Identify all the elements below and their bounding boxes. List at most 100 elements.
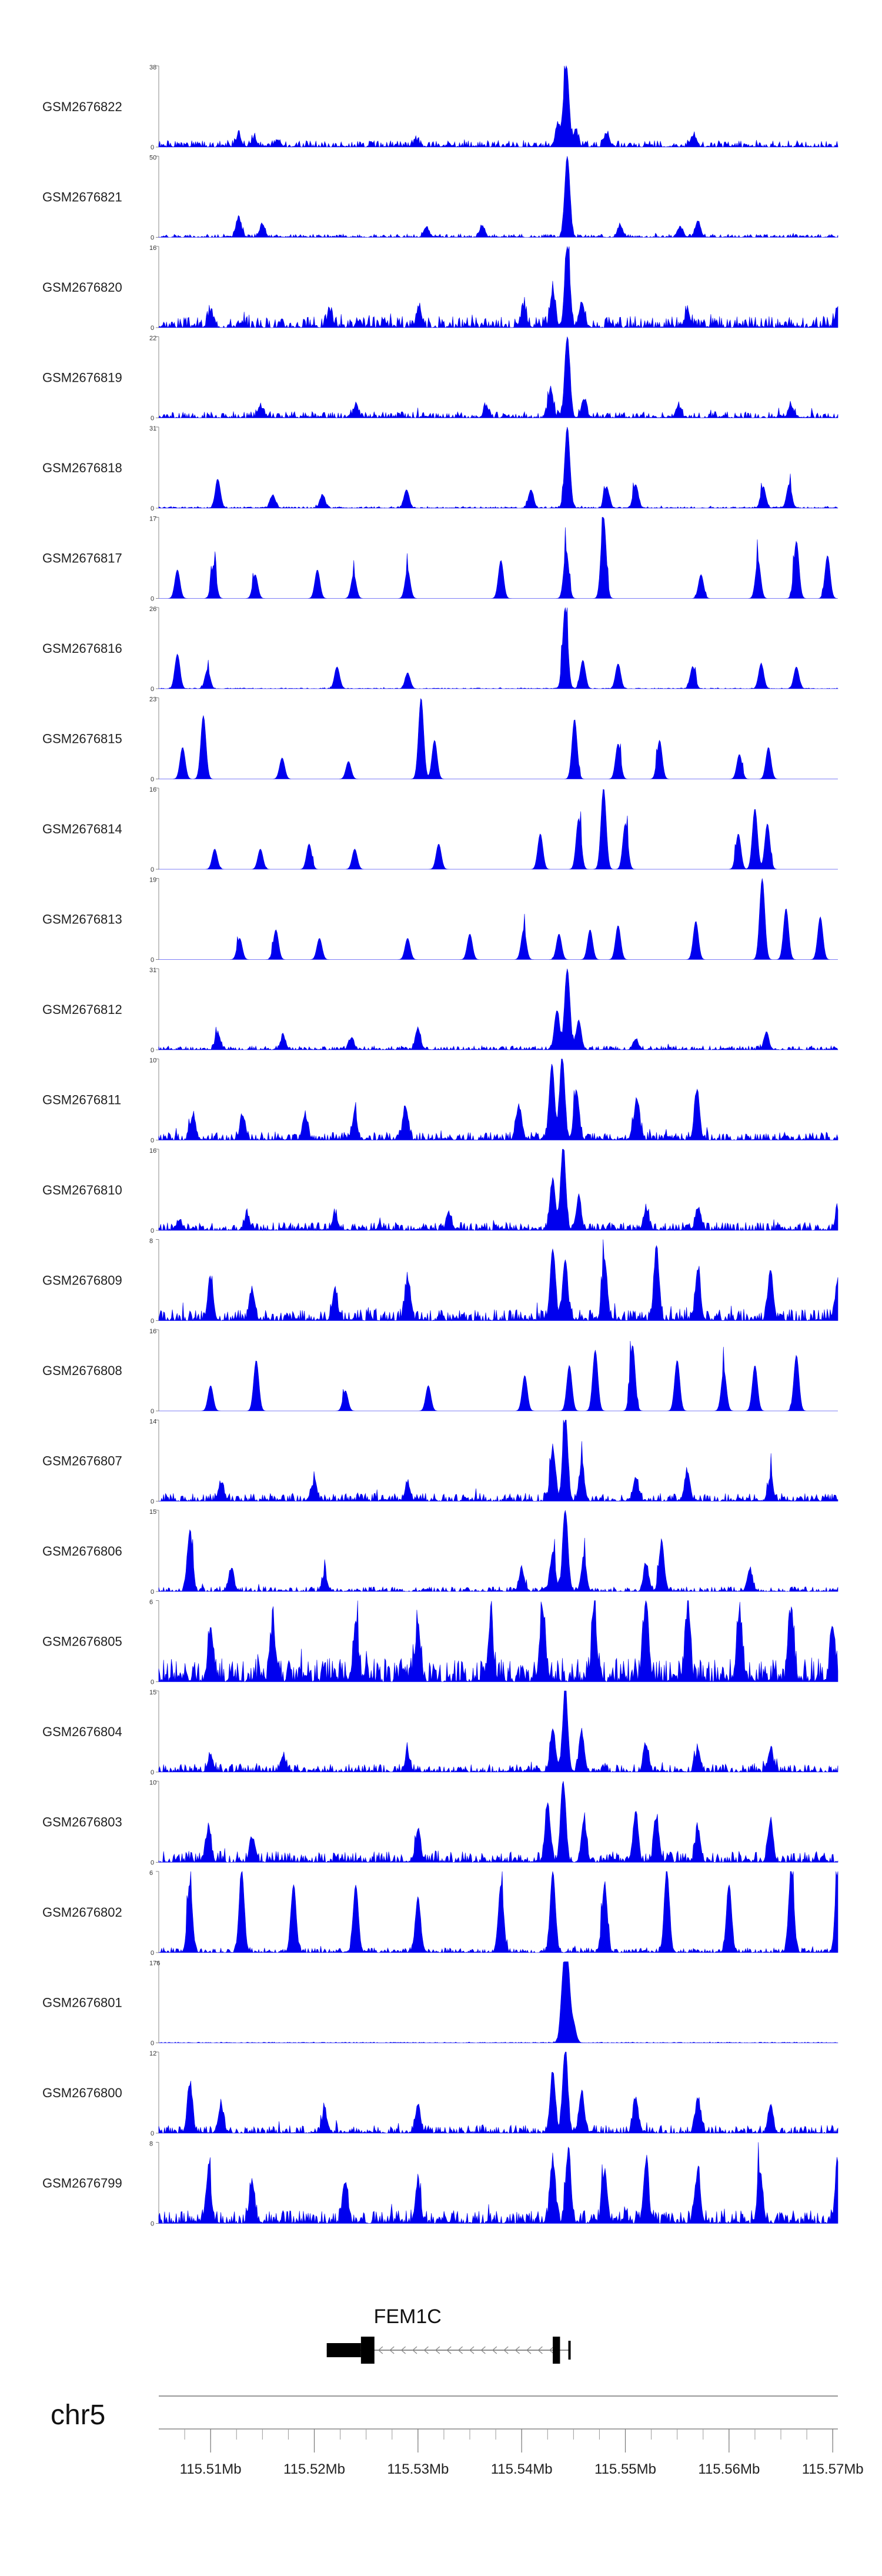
strand-chevron (423, 2346, 429, 2354)
track-label: GSM2676815 (42, 732, 122, 746)
track-label: GSM2676806 (42, 1544, 122, 1559)
track-label: GSM2676813 (42, 912, 122, 927)
chromosome-label: chr5 (51, 2400, 105, 2431)
y-max-label: 14 (149, 1419, 156, 1426)
track-label: GSM2676807 (42, 1454, 122, 1469)
coverage-area (158, 246, 838, 329)
y-max-label: 8 (149, 2141, 153, 2148)
track-GSM2676819: GSM2676819 22 0 (42, 335, 838, 422)
axis-tick-label: 115.51Mb (180, 2461, 242, 2477)
coverage-area (159, 878, 838, 960)
y-min-label: 0 (151, 1860, 154, 1867)
track-label: GSM2676801 (42, 1996, 122, 2010)
y-max-label: 16 (149, 1147, 156, 1154)
y-min-label: 0 (151, 686, 154, 693)
y-min-label: 0 (151, 1589, 154, 1596)
gene-exon (326, 2343, 361, 2357)
y-min-label: 0 (151, 1227, 154, 1234)
track-GSM2676810: GSM2676810 16 0 (42, 1147, 838, 1234)
y-max-label: 16 (149, 245, 156, 252)
coverage-area (158, 1239, 838, 1322)
coverage-area (159, 698, 838, 779)
gene-annotation-track: FEM1C (326, 2305, 571, 2364)
coverage-tracks: GSM2676822380GSM2676821500GSM2676820160G… (42, 64, 838, 2228)
track-label: GSM2676808 (42, 1363, 122, 1378)
coverage-area (158, 2142, 838, 2224)
y-max-label: 17 (149, 516, 156, 523)
y-min-label: 0 (151, 1408, 154, 1415)
axis-tick-label: 115.55Mb (594, 2461, 656, 2477)
strand-chevron (480, 2346, 486, 2354)
strand-chevron (537, 2346, 543, 2354)
strand-chevron (514, 2346, 520, 2354)
track-GSM2676800: GSM2676800 12 0 (42, 2050, 838, 2137)
track-GSM2676821: GSM2676821 50 0 (42, 155, 838, 242)
y-max-label: 26 (149, 606, 156, 613)
track-label: GSM2676805 (42, 1634, 122, 1649)
y-min-label: 0 (151, 866, 154, 873)
y-max-label: 6 (149, 1870, 153, 1877)
track-GSM2676803: GSM2676803 10 0 (42, 1780, 838, 1867)
track-GSM2676802: GSM2676802 6 0 (42, 1870, 838, 1957)
strand-chevron (389, 2346, 395, 2354)
track-GSM2676807: GSM2676807 14 0 (42, 1419, 838, 1506)
track-label: GSM2676821 (42, 190, 122, 205)
track-GSM2676814: GSM2676814 16 0 (42, 786, 838, 873)
y-max-label: 10 (149, 1057, 156, 1065)
y-max-label: 6 (149, 1599, 153, 1606)
y-max-label: 16 (149, 786, 156, 793)
y-min-label: 0 (151, 325, 154, 332)
track-GSM2676799: GSM2676799 8 0 (42, 2141, 838, 2228)
coverage-area (159, 1340, 838, 1412)
strand-chevron (549, 2346, 554, 2354)
coverage-area (158, 1961, 838, 2043)
y-min-label: 0 (151, 1047, 154, 1054)
coverage-area (158, 426, 838, 509)
track-label: GSM2676814 (42, 822, 122, 836)
strand-chevron (446, 2346, 452, 2354)
gene-exon (360, 2337, 375, 2364)
coverage-area (158, 1149, 838, 1232)
track-label: GSM2676817 (42, 551, 122, 566)
y-min-label: 0 (151, 776, 154, 783)
y-min-label: 0 (151, 235, 154, 242)
axis-tick-label: 115.56Mb (698, 2461, 760, 2477)
strand-chevron (457, 2346, 463, 2354)
coverage-area (158, 607, 838, 689)
track-GSM2676812: GSM2676812 31 0 (42, 967, 838, 1054)
track-GSM2676817: GSM2676817 17 0 (42, 516, 838, 603)
y-max-label: 15 (149, 1689, 156, 1696)
y-min-label: 0 (151, 1679, 154, 1686)
track-label: GSM2676816 (42, 641, 122, 656)
genome-axis: chr5 115.51Mb 115.52Mb 115.53Mb 115.54Mb 115… (51, 2395, 864, 2477)
track-GSM2676808: GSM2676808 16 0 (42, 1328, 838, 1415)
track-GSM2676822: GSM2676822 38 0 (42, 64, 838, 151)
strand-chevron (492, 2346, 497, 2354)
y-max-label: 10 (149, 1780, 156, 1787)
coverage-area (158, 1600, 838, 1683)
strand-chevron (412, 2346, 417, 2354)
y-min-label: 0 (151, 1318, 154, 1325)
y-max-label: 22 (149, 335, 156, 342)
track-GSM2676811: GSM2676811 10 0 (42, 1057, 838, 1144)
coverage-area (158, 1059, 838, 1141)
coverage-area (158, 2051, 838, 2134)
strand-chevron (503, 2346, 509, 2354)
strand-chevron (435, 2346, 440, 2354)
y-min-label: 0 (151, 2221, 154, 2228)
track-GSM2676805: GSM2676805 6 0 (42, 1599, 838, 1686)
coverage-area (158, 1871, 838, 1954)
coverage-area (158, 156, 838, 238)
coverage-area (158, 336, 838, 419)
y-min-label: 0 (151, 1950, 154, 1957)
y-max-label: 176 (149, 1960, 160, 1967)
y-max-label: 31 (149, 967, 156, 974)
gene-label: FEM1C (374, 2305, 442, 2328)
y-max-label: 50 (149, 155, 156, 162)
y-min-label: 0 (151, 144, 154, 151)
track-label: GSM2676819 (42, 371, 122, 385)
y-max-label: 15 (149, 1509, 156, 1516)
y-max-label: 31 (149, 425, 156, 432)
coverage-area (158, 1510, 838, 1593)
